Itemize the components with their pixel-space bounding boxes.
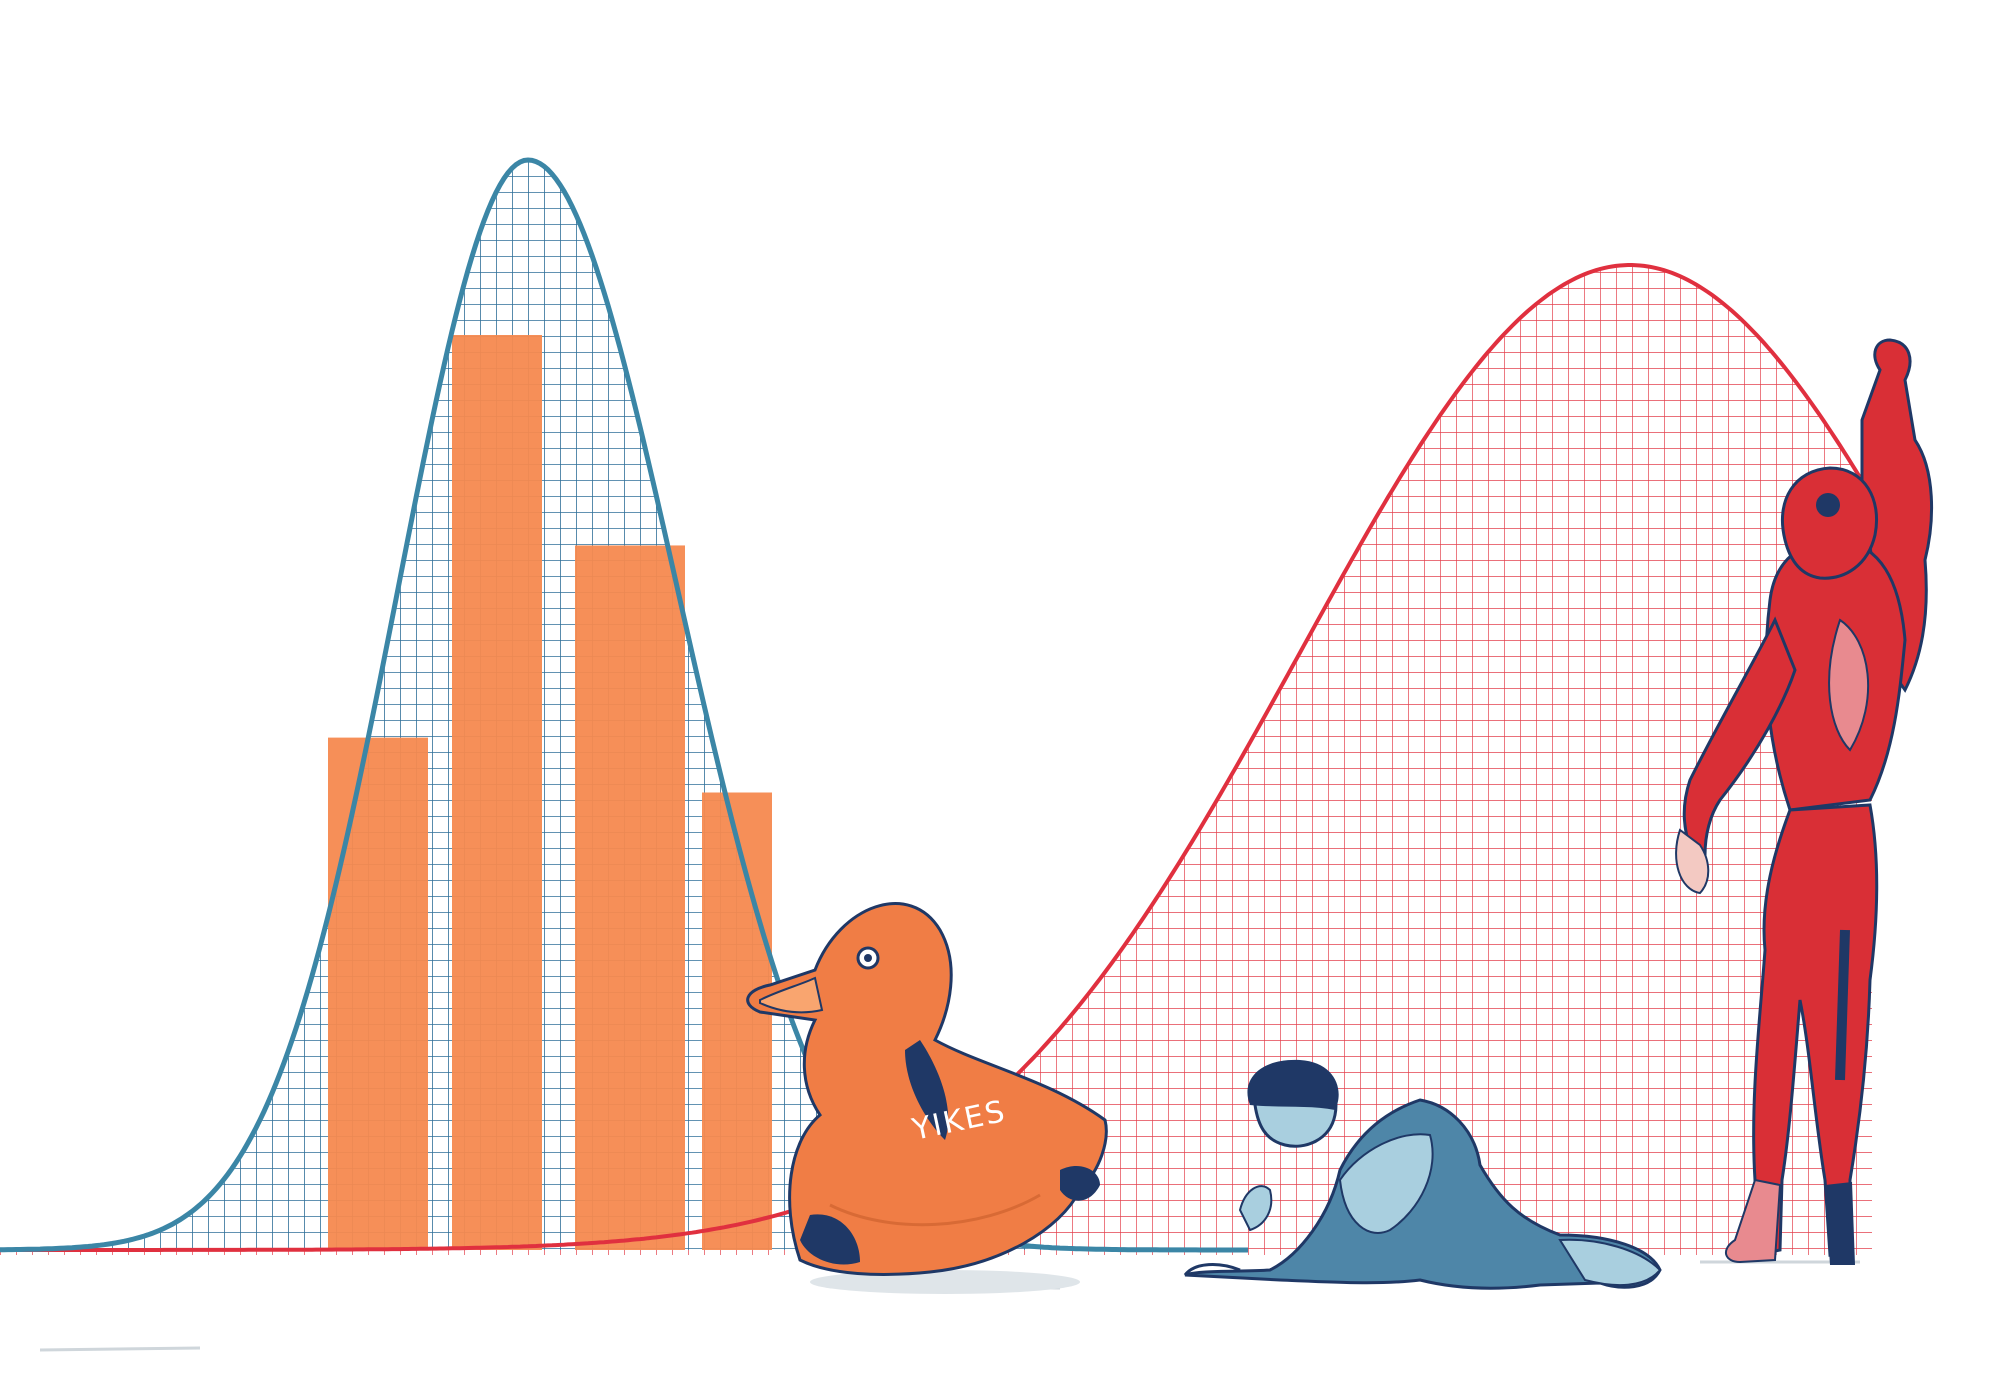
- orange-bar: [452, 335, 542, 1250]
- legs: [1752, 803, 1879, 1257]
- orange-bars: [328, 335, 772, 1250]
- duck-spot: [800, 1214, 860, 1265]
- orange-bar: [575, 545, 685, 1250]
- orange-bar: [328, 737, 428, 1250]
- crouching-person: [1183, 1059, 1662, 1290]
- rubber-duck: YIKES: [746, 902, 1108, 1294]
- duck-spot: [1060, 1165, 1100, 1201]
- person-head: [1780, 466, 1878, 580]
- backpack-strap: [1828, 618, 1870, 752]
- blue-distribution-curve: [0, 157, 1248, 1253]
- orange-bar: [702, 792, 772, 1250]
- standing-person: [1675, 338, 1934, 1265]
- duck-spot: [905, 1040, 949, 1140]
